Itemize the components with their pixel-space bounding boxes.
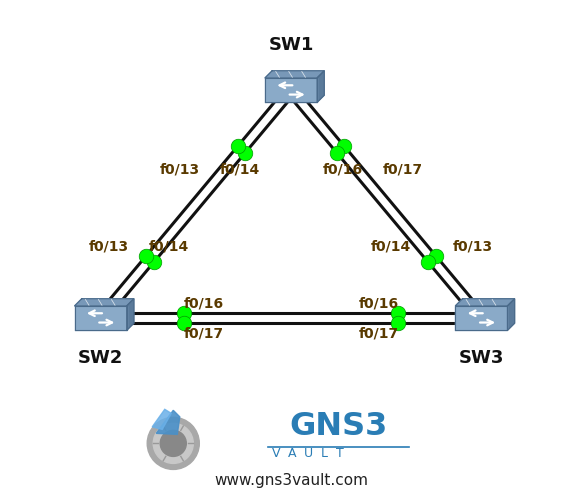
Text: f0/16: f0/16 (183, 296, 223, 310)
Text: f0/17: f0/17 (183, 326, 223, 340)
Text: SW2: SW2 (78, 349, 123, 367)
Text: SW3: SW3 (459, 349, 504, 367)
Point (180, 319, 189, 327)
Text: f0/13: f0/13 (453, 239, 493, 254)
Text: f0/17: f0/17 (382, 162, 423, 176)
Polygon shape (455, 299, 514, 306)
Circle shape (147, 417, 199, 469)
Text: T: T (336, 447, 344, 460)
Text: SW1: SW1 (268, 36, 314, 54)
Point (393, 319, 402, 327)
Polygon shape (508, 299, 514, 330)
Polygon shape (74, 299, 134, 306)
Text: f0/16: f0/16 (322, 162, 363, 176)
Point (340, 142, 349, 150)
Polygon shape (127, 299, 134, 330)
Text: f0/14: f0/14 (149, 239, 189, 254)
Text: f0/14: f0/14 (371, 239, 411, 254)
Polygon shape (317, 71, 324, 102)
Polygon shape (455, 306, 508, 330)
Point (233, 142, 242, 150)
Text: f0/13: f0/13 (159, 162, 200, 176)
Point (393, 309, 402, 317)
Polygon shape (265, 71, 324, 78)
Text: f0/13: f0/13 (89, 239, 129, 254)
Text: www.gns3vault.com: www.gns3vault.com (214, 473, 368, 488)
Point (180, 309, 189, 317)
Polygon shape (156, 410, 180, 434)
Polygon shape (74, 306, 127, 330)
Circle shape (160, 430, 186, 456)
Polygon shape (265, 78, 317, 102)
Point (332, 149, 341, 157)
Polygon shape (152, 409, 171, 429)
Text: L: L (321, 447, 328, 460)
Point (241, 149, 250, 157)
Text: V: V (272, 447, 280, 460)
Point (423, 258, 432, 266)
Text: GNS3: GNS3 (289, 411, 388, 442)
Text: U: U (303, 447, 313, 460)
Circle shape (153, 423, 193, 463)
Point (150, 258, 159, 266)
Text: f0/16: f0/16 (359, 296, 399, 310)
Text: f0/17: f0/17 (359, 326, 399, 340)
Text: A: A (288, 447, 296, 460)
Point (141, 252, 151, 260)
Point (431, 252, 441, 260)
Text: f0/14: f0/14 (219, 162, 260, 176)
